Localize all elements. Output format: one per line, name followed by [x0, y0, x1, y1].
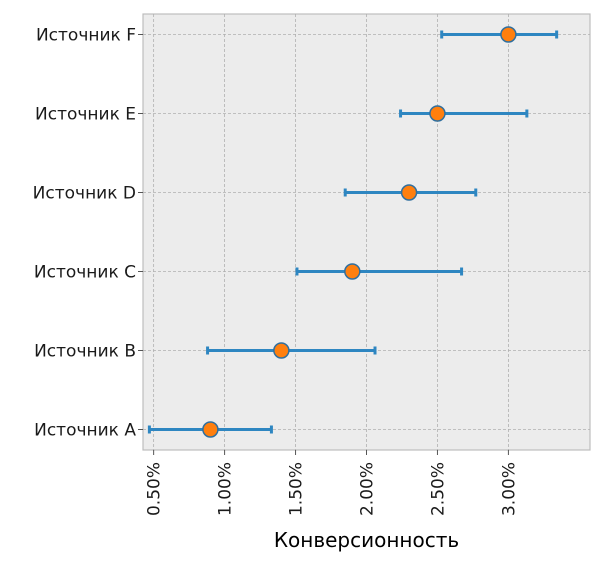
- y-axis-tick-labels: Источник A Источник B Источник C Источник D…: [33, 26, 137, 441]
- y-tick-label: Источник A: [34, 421, 136, 441]
- data-point: [202, 421, 219, 438]
- x-tick-label: 3.00%: [499, 462, 519, 516]
- data-point: [500, 26, 517, 43]
- x-axis-title: Конверсионность: [274, 528, 459, 552]
- x-axis-tick-labels: 0.50% 1.00% 1.50% 2.00% 2.50% 3.00%: [145, 462, 520, 516]
- data-point: [344, 263, 361, 280]
- error-bars: [147, 30, 559, 434]
- x-tick-label: 1.50%: [287, 462, 307, 516]
- y-tick-label: Источник F: [36, 26, 136, 46]
- data-points: [202, 26, 517, 438]
- y-tick-label: Источник C: [34, 263, 136, 283]
- x-tick-label: 2.50%: [428, 462, 448, 516]
- y-tick-label: Источник E: [35, 105, 136, 125]
- data-point: [429, 105, 446, 122]
- x-tick-label: 1.00%: [216, 462, 236, 516]
- y-tick-label: Источник D: [33, 184, 136, 204]
- x-tick-label: 2.00%: [358, 462, 378, 516]
- data-point: [400, 184, 418, 201]
- x-tick-label: 0.50%: [145, 462, 165, 516]
- y-tick-label: Источник B: [34, 342, 136, 362]
- axis-ticks: [138, 34, 509, 455]
- data-point: [273, 342, 290, 359]
